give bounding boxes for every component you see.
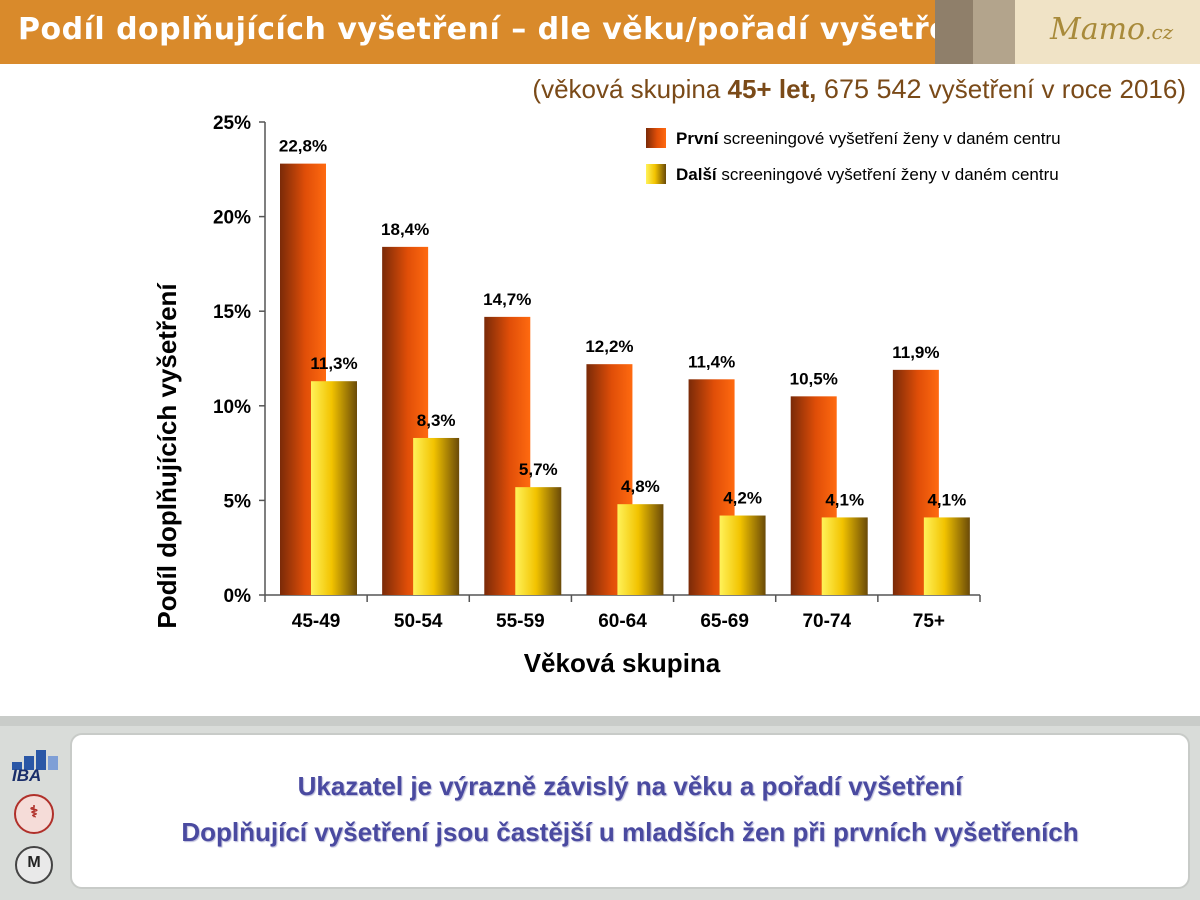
legend: První screeningové vyšetření ženy v dané… xyxy=(646,128,1061,184)
bar-subsequent-exam xyxy=(515,487,562,595)
logo-text: Mamo xyxy=(1050,12,1146,47)
legend-label-rest: screeningové vyšetření ženy v daném cent… xyxy=(717,165,1059,184)
bar-subsequent-exam xyxy=(719,515,766,595)
university-seal-icon: M xyxy=(15,846,53,884)
data-label: 12,2% xyxy=(585,337,633,356)
data-label: 14,7% xyxy=(483,290,531,309)
bar-subsequent-exam xyxy=(923,517,970,595)
summary-line-2: Doplňující vyšetření jsou častější u mla… xyxy=(181,817,1079,847)
x-tick-label: 65-69 xyxy=(700,611,749,632)
data-label: 5,7% xyxy=(519,460,558,479)
mamo-logo: Mamo.cz xyxy=(1050,12,1173,47)
page-title: Podíl doplňujících vyšetření – dle věku/… xyxy=(18,12,983,47)
data-label: 4,8% xyxy=(621,477,660,496)
x-tick-label: 75+ xyxy=(913,611,945,632)
plot-area: 0% 5% 10% 15% 20% 25% 45-49 50-54 55-59 60-64 65-6… xyxy=(213,113,981,632)
footer-band-edge xyxy=(0,716,1200,726)
data-label: 11,3% xyxy=(310,354,357,373)
subtitle-prefix: (věková skupina xyxy=(532,74,728,104)
x-tick-label: 70-74 xyxy=(802,611,851,632)
y-tick-label: 0% xyxy=(224,586,252,607)
data-label: 11,9% xyxy=(892,343,939,362)
summary-line-1: Ukazatel je výrazně závislý na věku a po… xyxy=(297,771,963,801)
iba-logo-bar xyxy=(48,756,58,770)
subtitle-count: 675 542 xyxy=(816,74,922,104)
data-label: 8,3% xyxy=(417,411,456,430)
iba-logo-bar xyxy=(24,756,34,770)
logo-suffix: .cz xyxy=(1145,20,1174,44)
bar-subsequent-exam xyxy=(821,517,868,595)
legend-label: Další screeningové vyšetření ženy v dané… xyxy=(676,165,1059,184)
y-tick-label: 20% xyxy=(213,208,251,229)
header-bar: Podíl doplňujících vyšetření – dle věku/… xyxy=(0,0,1200,64)
header-stripe xyxy=(1015,0,1200,64)
x-axis-title: Věková skupina xyxy=(524,648,721,678)
legend-swatch xyxy=(646,128,666,148)
chart-subtitle: (věková skupina 45+ let, 675 542 vyšetře… xyxy=(532,74,1186,105)
subtitle-group: 45+ let, xyxy=(727,74,817,104)
header-stripe xyxy=(935,0,973,64)
bar-subsequent-exam xyxy=(413,437,460,595)
data-label: 22,8% xyxy=(279,137,327,156)
data-label: 4,1% xyxy=(927,490,966,509)
iba-logo-bar xyxy=(36,750,46,770)
y-tick-label: 15% xyxy=(213,302,251,323)
header-stripe xyxy=(973,0,1015,64)
y-tick-label: 25% xyxy=(213,113,251,134)
legend-label-bold: Další xyxy=(676,165,718,184)
data-label: 4,1% xyxy=(825,490,864,509)
y-axis-title: Podíl doplňujících vyšetření xyxy=(152,283,182,629)
data-label: 10,5% xyxy=(790,369,838,388)
x-tick-label: 60-64 xyxy=(598,611,647,632)
data-label: 11,4% xyxy=(688,352,735,371)
legend-label: První screeningové vyšetření ženy v dané… xyxy=(676,129,1061,148)
data-label: 18,4% xyxy=(381,220,429,239)
y-tick-label: 10% xyxy=(213,397,251,418)
y-tick-label: 5% xyxy=(224,491,252,512)
legend-label-rest: screeningové vyšetření ženy v daném cent… xyxy=(719,129,1061,148)
iba-logo: IBA xyxy=(8,740,60,785)
partner-logos: IBA ⚕ M xyxy=(8,740,60,884)
x-tick-label: 45-49 xyxy=(292,611,341,632)
medical-faculty-emblem-icon: ⚕ xyxy=(14,794,54,834)
bar-subsequent-exam xyxy=(311,381,357,595)
iba-logo-bar xyxy=(12,762,22,770)
summary-box: Ukazatel je výrazně závislý na věku a po… xyxy=(70,733,1190,889)
legend-label-bold: První xyxy=(676,129,720,148)
x-tick-label: 50-54 xyxy=(394,611,443,632)
bar-chart: Podíl doplňujících vyšetření Věková skup… xyxy=(152,113,1061,678)
iba-logo-text: IBA xyxy=(12,766,42,785)
data-label: 4,2% xyxy=(723,489,762,508)
legend-swatch xyxy=(646,164,666,184)
subtitle-suffix: vyšetření v roce 2016) xyxy=(921,74,1186,104)
x-tick-label: 55-59 xyxy=(496,611,545,632)
bar-subsequent-exam xyxy=(617,504,664,595)
